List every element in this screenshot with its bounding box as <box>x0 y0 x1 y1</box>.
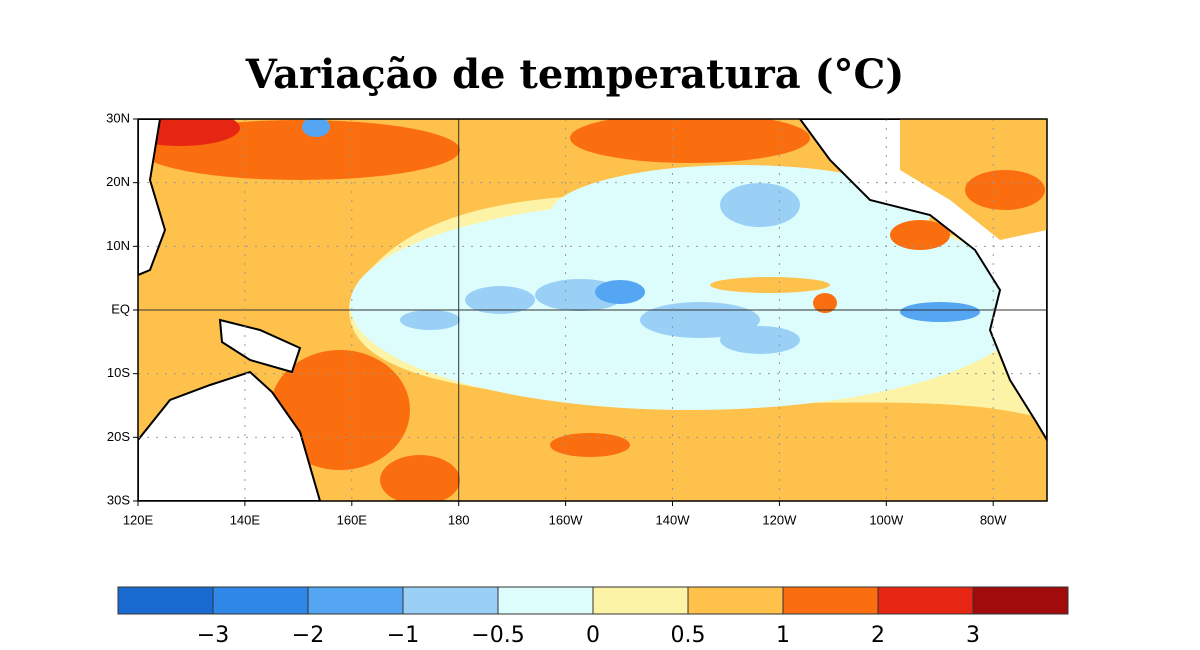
land <box>138 119 167 277</box>
anomaly-region <box>465 286 535 314</box>
colorbar-box <box>402 586 499 615</box>
anomaly-region <box>570 119 810 163</box>
colorbar-box <box>687 586 784 615</box>
anomaly-region <box>380 455 460 501</box>
anomaly-region <box>550 433 630 457</box>
lat-label: 30N <box>106 110 130 125</box>
lon-label: 160W <box>549 512 584 527</box>
colorbar-label: −3 <box>197 623 229 648</box>
land <box>138 370 322 501</box>
colorbar-label: −0.5 <box>471 623 524 648</box>
colorbar-label: −2 <box>292 623 324 648</box>
colorbar-label: 0 <box>586 623 600 648</box>
map <box>138 119 1047 501</box>
anomaly-region <box>720 183 800 227</box>
lon-label: 120W <box>762 512 797 527</box>
anomaly-region <box>890 220 950 250</box>
lat-label: EQ <box>111 301 130 316</box>
anomaly-region <box>270 350 410 470</box>
colorbar-box <box>307 586 404 615</box>
colorbar-box <box>972 586 1069 615</box>
anomaly-region <box>900 302 980 322</box>
lat-label: 30S <box>107 492 130 507</box>
colorbar-box <box>592 586 689 615</box>
lat-label: 10S <box>107 365 130 380</box>
colorbar-box <box>117 586 214 615</box>
colorbar: −3 −2 −1 −0.5 0 0.5 1 2 3 <box>117 586 1069 648</box>
lon-label: 100W <box>869 512 904 527</box>
lon-label: 180 <box>448 512 470 527</box>
lon-label: 140W <box>656 512 691 527</box>
colorbar-label: −1 <box>387 623 419 648</box>
title: Variação de temperatura (°C) <box>245 51 905 98</box>
colorbar-label: 3 <box>966 623 980 648</box>
colorbar-box <box>782 586 879 615</box>
anomaly-region <box>640 302 760 338</box>
colorbar-label: 2 <box>871 623 885 648</box>
lat-label: 20N <box>106 174 130 189</box>
lat-label: 10N <box>106 238 130 253</box>
anomaly-region <box>400 310 460 330</box>
anomaly-region <box>595 280 645 304</box>
colorbar-label: 0.5 <box>671 623 706 648</box>
land <box>218 318 302 374</box>
colorbar-box <box>212 586 309 615</box>
lon-label: 120E <box>123 512 154 527</box>
anomaly-region <box>710 277 830 293</box>
anomaly-region <box>965 170 1045 210</box>
lat-label: 20S <box>107 429 130 444</box>
anomaly-region <box>302 119 330 137</box>
map-frame <box>137 118 1048 502</box>
map-grid <box>133 118 1047 506</box>
colorbar-label: 1 <box>776 623 790 648</box>
lon-label: 160E <box>337 512 368 527</box>
lon-label: 140E <box>230 512 261 527</box>
anomaly-region <box>813 293 837 313</box>
anomaly-region <box>138 119 240 146</box>
colorbar-box <box>877 586 974 615</box>
colorbar-box <box>497 586 594 615</box>
anomaly-region <box>720 326 800 354</box>
lon-label: 80W <box>980 512 1007 527</box>
